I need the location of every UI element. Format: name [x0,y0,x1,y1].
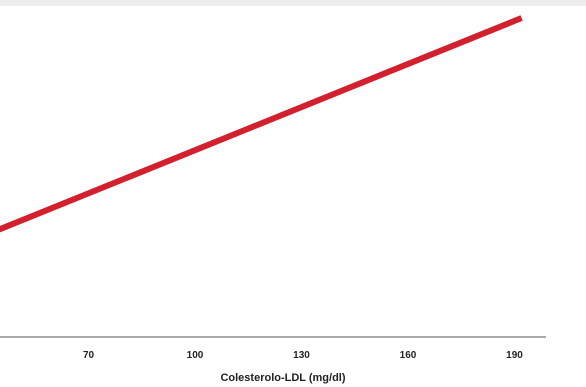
x-tick-label-190: 190 [506,350,523,361]
x-tick-label-70: 70 [83,350,95,361]
x-tick-label-160: 160 [400,350,417,361]
top-band [0,0,586,6]
x-tick-label-100: 100 [187,350,204,361]
x-ticks: 70 100 130 160 190 [83,350,523,361]
x-tick-label-130: 130 [293,350,310,361]
x-axis-title: Colesterolo-LDL (mg/dl) [220,372,345,384]
series-line-0 [0,15,523,233]
series-layer [0,15,523,233]
